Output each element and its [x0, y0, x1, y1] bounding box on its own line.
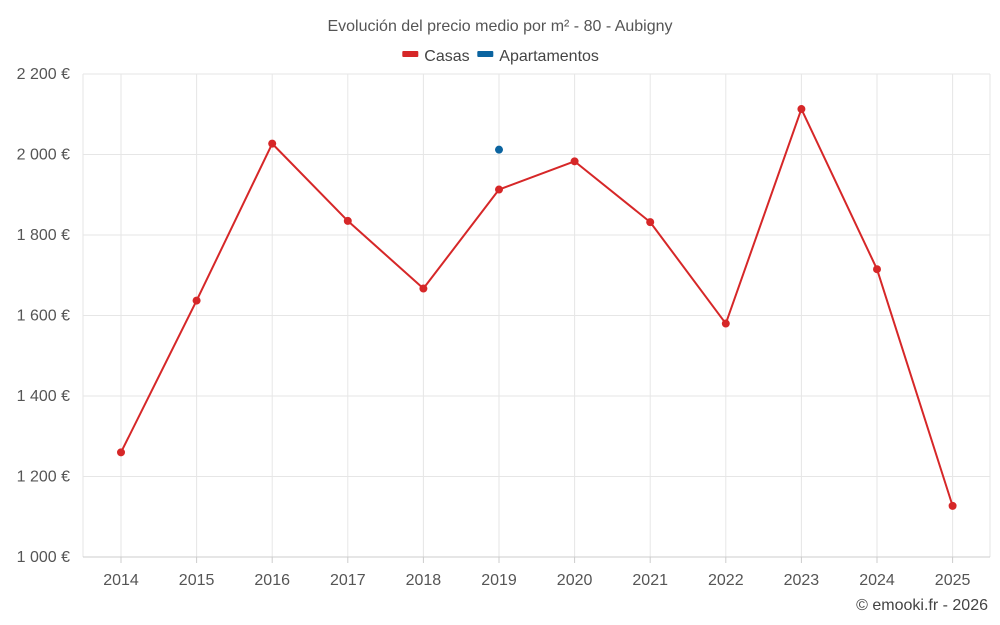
data-point-casas-2022[interactable]: [721, 319, 730, 328]
legend-label: Apartamentos: [499, 48, 599, 65]
data-point-casas-2018[interactable]: [419, 284, 428, 293]
x-tick-label: 2016: [254, 572, 290, 589]
legend-label: Casas: [424, 48, 469, 65]
credit-text: © emooki.fr - 2026: [856, 597, 988, 614]
data-point-casas-2020[interactable]: [570, 157, 579, 166]
y-tick-label: 1 000 €: [17, 549, 70, 566]
x-tick-label: 2024: [859, 572, 895, 589]
data-point-casas-2016[interactable]: [268, 139, 277, 148]
x-tick-label: 2020: [557, 572, 593, 589]
y-tick-label: 1 800 €: [17, 227, 70, 244]
x-tick-label: 2023: [784, 572, 820, 589]
y-tick-label: 1 400 €: [17, 388, 70, 405]
legend-item-casas[interactable]: Casas: [402, 48, 470, 65]
series-apartamentos: [495, 145, 503, 154]
x-tick-label: 2021: [632, 572, 668, 589]
y-tick-label: 2 200 €: [17, 66, 70, 83]
data-point-casas-2025[interactable]: [948, 501, 957, 510]
data-point-apartamentos-2019[interactable]: [495, 145, 503, 154]
chart-legend: Casas Apartamentos: [402, 48, 599, 65]
series-line-casas: [120, 108, 954, 507]
y-tick-label: 1 200 €: [17, 469, 70, 486]
series-layer: [117, 105, 957, 510]
data-point-casas-2021[interactable]: [646, 218, 655, 227]
x-tick-label: 2017: [330, 572, 366, 589]
data-point-casas-2024[interactable]: [873, 265, 881, 274]
x-axis: 2014 2015 2016 2017 2018 2019 2020 2021 2022 2023…: [103, 557, 970, 589]
x-tick-label: 2019: [481, 572, 517, 589]
legend-item-apartamentos[interactable]: Apartamentos: [477, 48, 599, 65]
x-tick-label: 2025: [935, 572, 971, 589]
legend-swatch: [477, 51, 494, 57]
data-point-casas-2023[interactable]: [797, 105, 806, 114]
legend-swatch: [402, 51, 419, 57]
data-point-casas-2017[interactable]: [343, 216, 352, 225]
horizontal-gridlines: [83, 73, 990, 558]
chart-title: Evolución del precio medio por m² - 80 -…: [327, 18, 672, 35]
x-tick-label: 2014: [103, 572, 139, 589]
data-point-casas-2019[interactable]: [495, 185, 503, 194]
series-casas: [117, 105, 957, 510]
y-axis: 1 000 € 1 200 € 1 400 € 1 600 € 1 800 € 2 000…: [17, 66, 70, 566]
data-point-casas-2014[interactable]: [117, 448, 125, 457]
x-tick-label: 2022: [708, 572, 744, 589]
y-tick-label: 2 000 €: [17, 147, 70, 164]
x-tick-label: 2015: [179, 572, 215, 589]
data-point-casas-2015[interactable]: [192, 296, 201, 305]
y-tick-label: 1 600 €: [17, 308, 70, 325]
x-tick-label: 2018: [406, 572, 442, 589]
